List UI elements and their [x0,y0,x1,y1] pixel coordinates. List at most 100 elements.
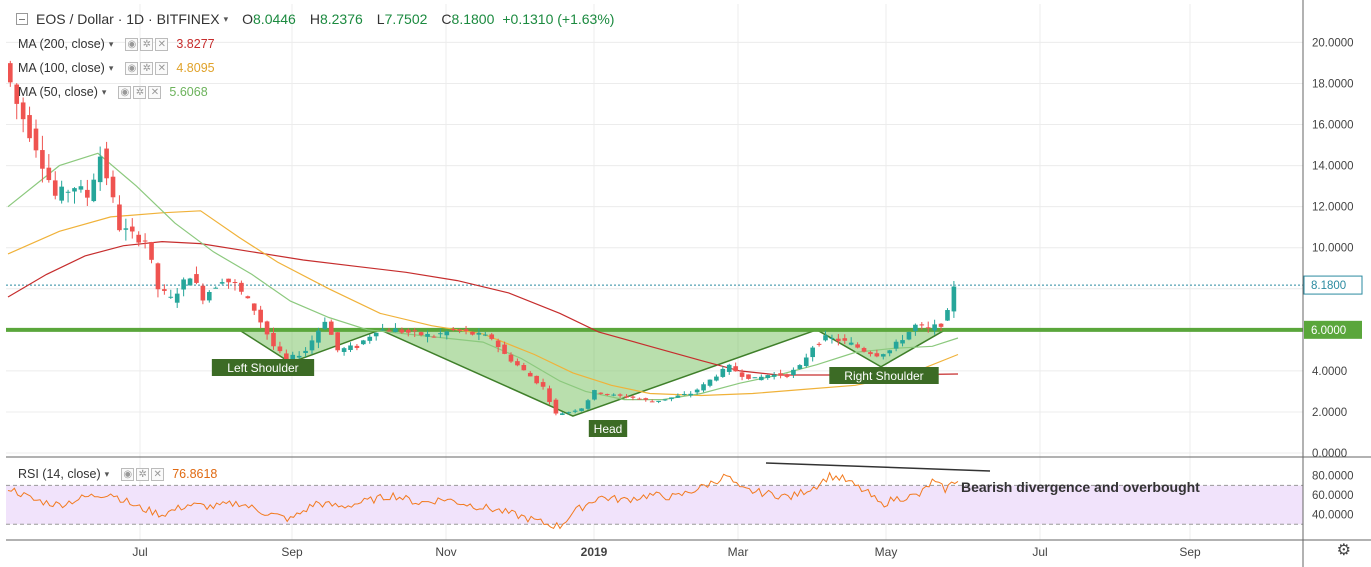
candle-body [72,188,77,192]
candle-body [117,204,122,231]
candle-body [393,328,398,333]
close-value: 8.1800 [451,11,495,27]
candle-body [637,398,642,400]
close-icon[interactable]: ✕ [151,467,165,481]
gear-icon[interactable]: ✲ [133,85,147,99]
candle-body [572,410,578,412]
indicator-rsi[interactable]: RSI (14, close) ▾ ◉ ✲ ✕ 76.8618 [18,464,217,484]
candles [8,60,957,416]
last-price-label: 8.1800 [1311,280,1346,292]
open-value: 8.0446 [253,11,296,27]
candle-body [797,365,803,369]
moving-averages [7,152,959,401]
candle-body [27,115,32,139]
candle-body [476,332,482,335]
eye-icon[interactable]: ◉ [118,85,132,99]
chevron-down-icon[interactable]: ▾ [101,86,107,97]
chevron-down-icon[interactable]: ▾ [108,62,114,73]
rsi-tick-label: 60.0000 [1312,490,1354,502]
candle-body [226,278,231,283]
x-tick-label: Sep [281,545,303,559]
eye-icon[interactable]: ◉ [125,37,139,51]
candle-body [431,336,437,338]
candle-body [598,392,604,394]
candle-body [444,331,450,336]
candle-body [284,353,289,360]
candle-body [251,303,257,311]
candle-body [290,354,296,361]
gear-icon[interactable]: ✲ [140,37,154,51]
ma50-line [7,152,959,401]
close-icon[interactable]: ✕ [155,37,169,51]
candle-body [585,400,591,409]
candle-body [245,296,251,299]
candle-body [624,396,629,398]
chevron-down-icon[interactable]: ▾ [108,38,114,49]
candle-body [746,374,751,379]
candle-body [630,396,636,398]
close-icon[interactable]: ✕ [155,61,169,75]
settings-gear-icon[interactable]: ⚙ [1336,542,1351,559]
candle-body [33,128,39,151]
indicator-ma50[interactable]: MA (50, close) ▾ ◉ ✲ ✕ 5.6068 [18,82,208,102]
candle-body [425,333,430,337]
collapse-icon[interactable] [16,13,28,25]
candle-body [694,389,700,393]
candle-body [348,345,353,350]
eye-icon[interactable]: ◉ [125,61,139,75]
candle-body [515,361,520,366]
candle-body [97,156,103,183]
candle-body [457,329,462,331]
rsi-pane [6,462,1303,530]
axes: Jul Sep Nov 2019 Mar May Jul Sep 20.0000 18.0000 1… [6,0,1371,567]
candle-body [848,342,854,345]
candle-body [123,228,129,230]
indicator-ma100[interactable]: MA (100, close) ▾ ◉ ✲ ✕ 4.8095 [18,58,215,78]
candle-body [373,332,379,337]
close-icon[interactable]: ✕ [148,85,162,99]
gear-icon[interactable]: ✲ [140,61,154,75]
candle-body [142,240,148,242]
ma100-line [7,210,959,397]
candle-body [20,102,26,120]
candle-body [855,344,860,348]
candle-body [194,274,199,283]
chevron-down-icon[interactable]: ▾ [104,468,110,479]
candle-body [296,355,302,358]
candle-body [271,332,276,347]
symbol-title[interactable]: EOS / Dollar · 1D · BITFINEX [36,11,220,27]
rsi-tick-label: 40.0000 [1312,510,1354,522]
y-tick-label: 4.0000 [1312,366,1347,378]
indicator-ma200[interactable]: MA (200, close) ▾ ◉ ✲ ✕ 3.8277 [18,34,215,54]
divergence-line [765,462,991,472]
candle-body [399,329,405,333]
candle-body [483,334,488,336]
gear-icon[interactable]: ✲ [136,467,150,481]
level-label: 6.0000 [1311,325,1346,337]
chevron-down-icon[interactable]: ▾ [223,13,229,24]
eye-icon[interactable]: ◉ [121,467,135,481]
candle-body [8,63,13,83]
candle-body [65,191,71,193]
candle-body [771,374,777,377]
candle-body [335,332,340,351]
candle-body [104,148,109,179]
divergence-label: Bearish divergence and overbought [961,479,1200,495]
high-label: H [309,11,320,27]
candle-body [810,347,815,358]
candle-body [611,394,616,396]
rsi-line [7,471,959,530]
candle-body [405,329,411,333]
candle-body [913,324,918,332]
candle-body [412,330,418,332]
symbol-header: EOS / Dollar · 1D · BITFINEX ▾ O 8.0446 H… [16,8,614,30]
candle-body [59,186,64,201]
candle-body [418,332,424,336]
right-shoulder-label: Right Shoulder [844,369,923,383]
indicator-value: 76.8618 [172,467,218,481]
candle-body [463,329,469,332]
candle-body [617,394,623,396]
indicator-value: 4.8095 [176,61,215,75]
x-tick-label: Sep [1179,545,1201,559]
